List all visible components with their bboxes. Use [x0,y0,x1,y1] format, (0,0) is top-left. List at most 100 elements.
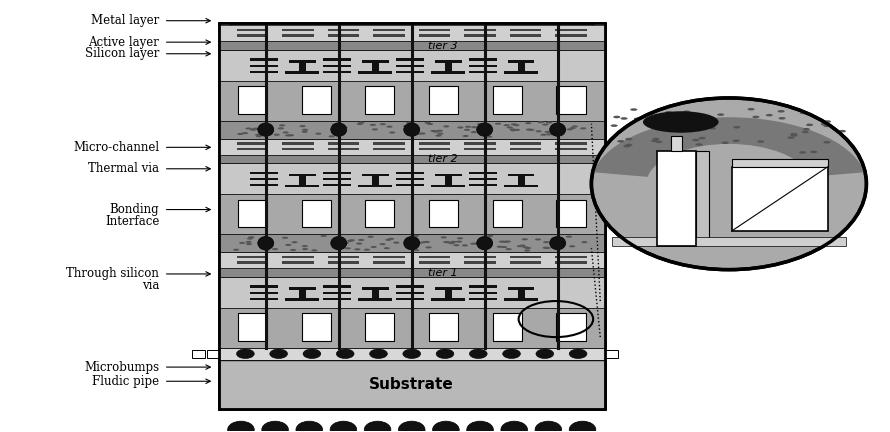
Ellipse shape [456,241,462,243]
Ellipse shape [425,122,431,124]
Ellipse shape [296,421,322,432]
Bar [299,174,306,187]
Ellipse shape [611,124,618,127]
Ellipse shape [691,113,698,116]
Ellipse shape [519,245,525,247]
Ellipse shape [540,133,546,136]
Ellipse shape [369,349,387,359]
Ellipse shape [506,127,513,128]
Bar [286,71,320,74]
Bar [505,185,538,187]
Ellipse shape [344,247,351,249]
Ellipse shape [617,140,624,143]
Text: Microbumps: Microbumps [85,361,159,374]
Text: Substrate: Substrate [369,377,454,392]
Ellipse shape [487,235,493,237]
Ellipse shape [248,236,255,238]
Ellipse shape [261,129,267,131]
Bar [250,184,279,186]
Ellipse shape [823,141,830,143]
Ellipse shape [463,135,469,137]
Ellipse shape [299,125,305,127]
Bar [555,142,587,145]
Ellipse shape [733,126,740,128]
Ellipse shape [505,241,511,243]
Ellipse shape [676,124,684,127]
Ellipse shape [806,124,813,126]
Ellipse shape [477,123,483,125]
Bar [359,71,392,74]
Bar [505,298,538,301]
Text: Thermal via: Thermal via [88,162,159,175]
Bar [469,172,498,174]
Ellipse shape [502,241,508,243]
Ellipse shape [246,243,252,245]
Bar [289,287,316,289]
Ellipse shape [332,124,338,126]
Text: tier 3: tier 3 [428,41,457,51]
Ellipse shape [717,113,724,116]
Bar [219,41,604,50]
Ellipse shape [436,349,454,359]
Bar [323,178,352,180]
Bar [359,185,392,187]
Bar [435,287,462,289]
Ellipse shape [821,123,828,125]
Bar [464,148,496,150]
Bar [365,86,394,114]
Ellipse shape [551,238,557,240]
Ellipse shape [757,140,765,143]
Bar [612,237,846,246]
Ellipse shape [580,127,587,130]
Bar [219,194,604,234]
Bar [362,60,389,63]
Bar [429,86,458,114]
Ellipse shape [285,134,291,137]
Ellipse shape [545,131,551,133]
Bar [282,29,314,31]
Ellipse shape [683,111,690,113]
Bar [732,159,828,167]
Ellipse shape [272,248,279,250]
Bar [250,286,279,288]
Bar [219,23,231,409]
Bar [464,256,496,258]
Bar [445,287,452,301]
Bar [323,65,352,67]
Ellipse shape [364,421,391,432]
Ellipse shape [477,123,493,136]
Bar [219,360,604,409]
Ellipse shape [511,123,517,125]
Ellipse shape [312,249,318,251]
Ellipse shape [665,111,672,114]
Bar [372,174,379,187]
Ellipse shape [261,124,267,127]
Bar [493,313,522,340]
Ellipse shape [535,238,541,241]
Ellipse shape [358,239,364,241]
Ellipse shape [290,249,296,251]
Text: Through silicon: Through silicon [67,267,159,280]
Bar [250,58,279,60]
Ellipse shape [413,235,419,237]
Bar [219,268,604,277]
Bar [518,60,525,74]
Ellipse shape [839,130,846,133]
Bar [250,298,279,300]
Bar [238,86,267,114]
Ellipse shape [550,123,566,136]
Ellipse shape [444,241,450,243]
Ellipse shape [498,241,505,243]
Bar [219,348,604,360]
Ellipse shape [674,125,681,128]
Bar [282,261,314,264]
Bar [238,200,267,227]
Bar [219,308,604,348]
Bar [469,184,498,186]
Ellipse shape [427,123,433,125]
Ellipse shape [255,128,262,130]
Ellipse shape [570,127,576,129]
Bar [432,185,465,187]
Bar [556,200,586,227]
Ellipse shape [425,246,432,248]
